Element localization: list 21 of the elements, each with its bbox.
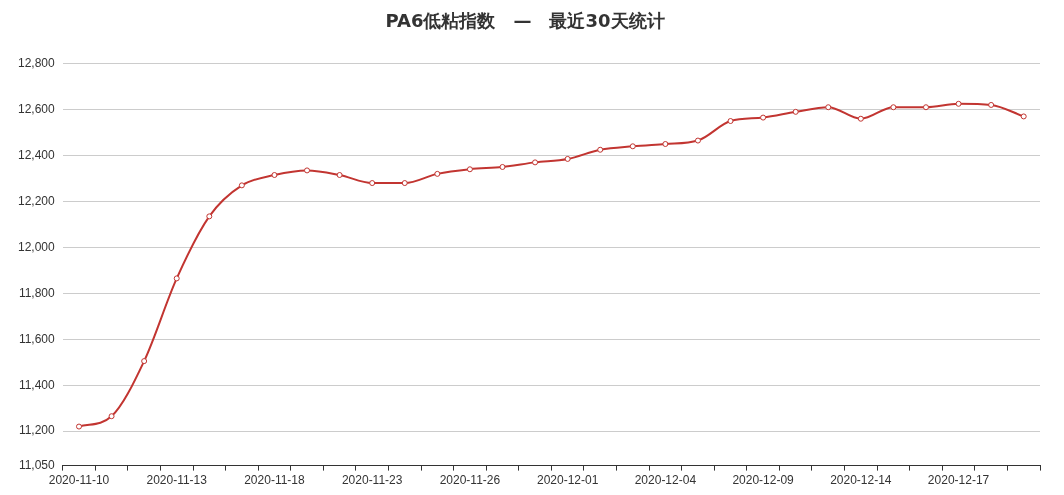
x-tick-label: 2020-11-26	[439, 473, 501, 488]
y-tick-label: 11,600	[18, 331, 56, 346]
y-tick-label: 12,200	[18, 193, 56, 208]
x-tick-label: 2020-12-01	[536, 473, 599, 488]
x-tick-label: 2020-11-10	[48, 473, 110, 488]
y-tick-label: 11,050	[18, 457, 56, 472]
x-tick-label: 2020-11-23	[341, 473, 403, 488]
y-tick-label: 12,000	[18, 239, 56, 254]
x-tick-label: 2020-12-09	[732, 473, 795, 488]
y-tick-label: 11,200	[18, 423, 56, 438]
y-tick-label: 11,800	[18, 285, 56, 300]
y-tick-label: 12,400	[18, 147, 56, 162]
y-tick-label: 11,400	[18, 377, 56, 392]
x-tick-label: 2020-12-04	[634, 473, 697, 488]
chart-title: PA6低粘指数 — 最近30天统计	[385, 10, 665, 32]
x-tick-label: 2020-11-18	[244, 473, 306, 488]
x-tick-label: 2020-12-14	[830, 473, 892, 488]
y-tick-label: 12,600	[18, 101, 56, 116]
y-tick-label: 12,800	[18, 55, 56, 70]
x-tick-label: 2020-12-17	[927, 473, 990, 488]
x-tick-label: 2020-11-13	[146, 473, 208, 488]
